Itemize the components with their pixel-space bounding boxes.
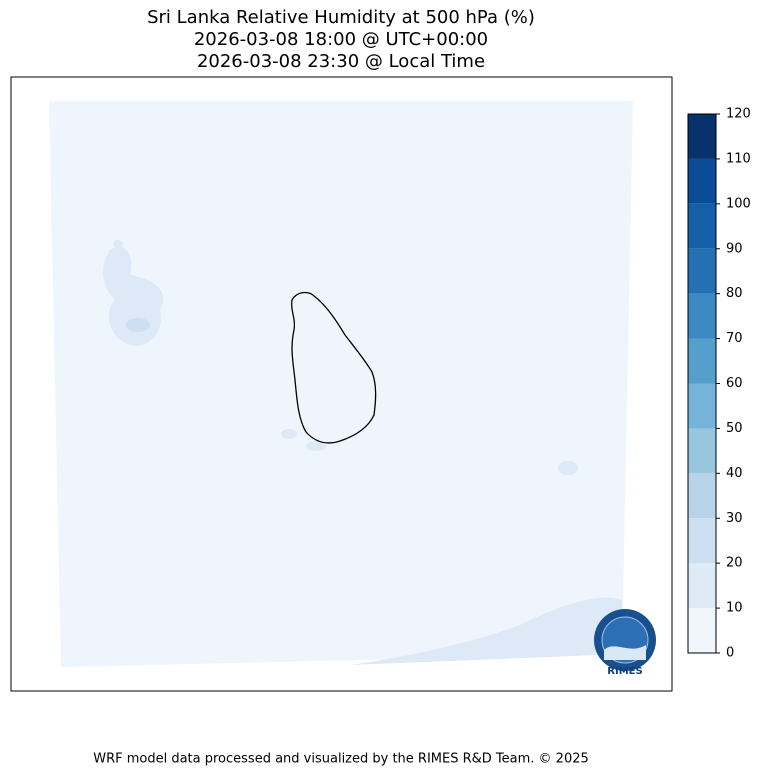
colorbar-tick-label: 40 [726,466,743,481]
colorbar-bin [688,383,716,429]
colorbar-tick-label: 50 [726,421,743,436]
colorbar-tick-label: 0 [726,646,734,661]
colorbar-bin [688,293,716,339]
colorbar-tick-label: 110 [726,151,751,166]
sri-lanka-coastline [290,291,377,444]
colorbar-bin [688,473,716,519]
map-frame [10,76,673,692]
title-line: 2026-03-08 18:00 @ UTC+00:00 [194,29,488,50]
colorbar-bin [688,114,716,159]
humid-area [113,240,123,248]
humid-area [126,318,150,332]
map [10,76,673,692]
colorbar-tick-label: 30 [726,511,743,526]
colorbar-bin [688,563,716,609]
colorbar-tick-label: 70 [726,331,743,346]
colorbar-tick-label: 120 [726,107,751,122]
logo: RIMES [594,609,656,677]
colorbar-bin [688,608,716,653]
colorbar-bin [688,518,716,564]
humid-area [558,461,578,475]
logo-wave [604,645,646,660]
title-line: 2026-03-08 23:30 @ Local Time [197,51,485,72]
colorbar-tick-label: 100 [726,196,751,211]
colorbar-bin [688,428,716,474]
colorbar-bin [688,158,716,204]
colorbar-bin [688,203,716,249]
humid-area [350,597,622,665]
colorbar-tick-label: 20 [726,556,743,571]
title-line: Sri Lanka Relative Humidity at 500 hPa (… [147,7,535,28]
humid-area [281,429,297,439]
colorbar-tick-label: 10 [726,601,743,616]
colorbar-bin [688,248,716,294]
humid-area [306,441,326,451]
colorbar: 0 10 20 30 40 50 60 70 80 90 100 110 120 [687,107,751,661]
humid-area [103,246,164,346]
colorbar-tick-label: 80 [726,286,743,301]
model-domain [49,101,633,667]
logo-label: RIMES [607,666,642,677]
colorbar-bin [688,338,716,384]
footer-credit: WRF model data processed and visualized … [93,752,589,767]
colorbar-tick-label: 60 [726,376,743,391]
colorbar-tick-label: 90 [726,241,743,256]
